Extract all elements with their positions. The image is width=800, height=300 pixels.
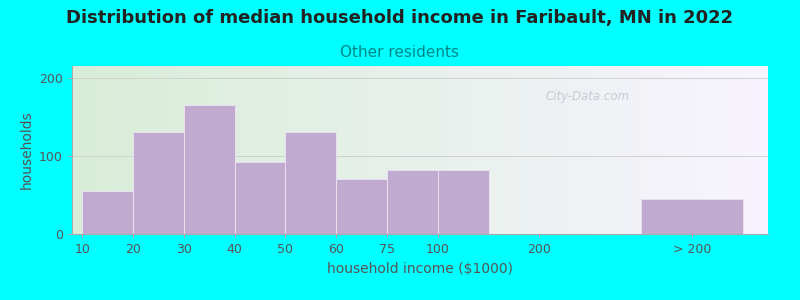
Bar [387, 170, 438, 234]
Y-axis label: households: households [19, 111, 34, 189]
X-axis label: household income ($1000): household income ($1000) [327, 262, 513, 276]
Bar [82, 191, 133, 234]
Bar [184, 105, 234, 234]
Text: City-Data.com: City-Data.com [546, 90, 630, 103]
Bar [336, 179, 387, 234]
Bar [641, 199, 742, 234]
Bar [133, 132, 184, 234]
Bar [234, 162, 286, 234]
Bar [286, 132, 336, 234]
Bar [438, 170, 489, 234]
Text: Other residents: Other residents [341, 45, 459, 60]
Text: Distribution of median household income in Faribault, MN in 2022: Distribution of median household income … [66, 9, 734, 27]
